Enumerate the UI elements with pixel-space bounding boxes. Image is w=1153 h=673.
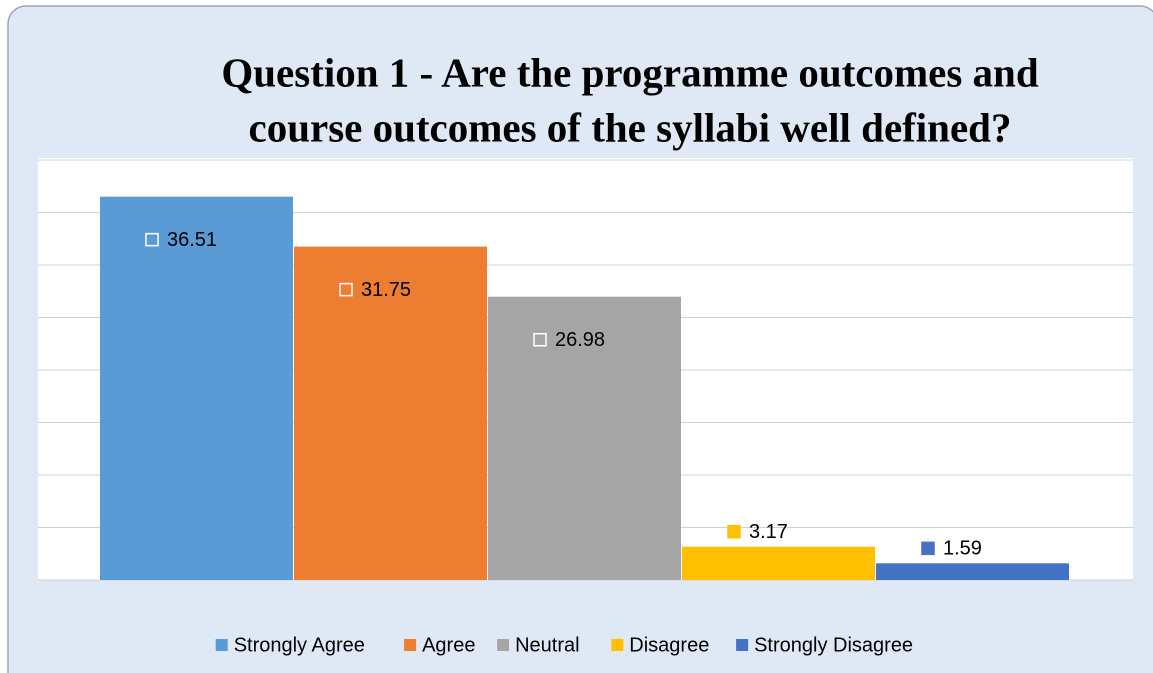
data-label-marker <box>339 282 353 297</box>
legend-label: Strongly Disagree <box>754 634 913 656</box>
legend-label: Agree <box>422 634 475 656</box>
legend-swatch <box>736 639 749 651</box>
chart-title: course outcomes of the syllabi well defi… <box>249 104 1012 150</box>
data-label-marker <box>727 524 741 539</box>
data-label: 31.75 <box>361 279 411 301</box>
data-label: 36.51 <box>167 229 217 251</box>
bar <box>682 546 875 580</box>
data-label: 26.98 <box>555 329 605 351</box>
bar <box>488 296 681 580</box>
data-label-marker <box>145 232 159 247</box>
legend-label: Strongly Agree <box>234 634 365 656</box>
legend-swatch <box>611 639 624 651</box>
legend-label: Neutral <box>515 634 579 656</box>
data-label-marker <box>921 541 935 556</box>
bar <box>876 563 1069 580</box>
legend-label: Disagree <box>629 634 709 656</box>
bar <box>294 246 487 580</box>
data-label: 3.17 <box>749 521 788 543</box>
legend-swatch <box>215 639 228 651</box>
chart-title: Question 1 - Are the programme outcomes … <box>221 49 1038 95</box>
legend-swatch <box>404 639 417 651</box>
legend-swatch <box>497 639 510 651</box>
data-label: 1.59 <box>943 538 982 560</box>
bar <box>100 196 293 580</box>
data-label-marker <box>533 332 547 347</box>
